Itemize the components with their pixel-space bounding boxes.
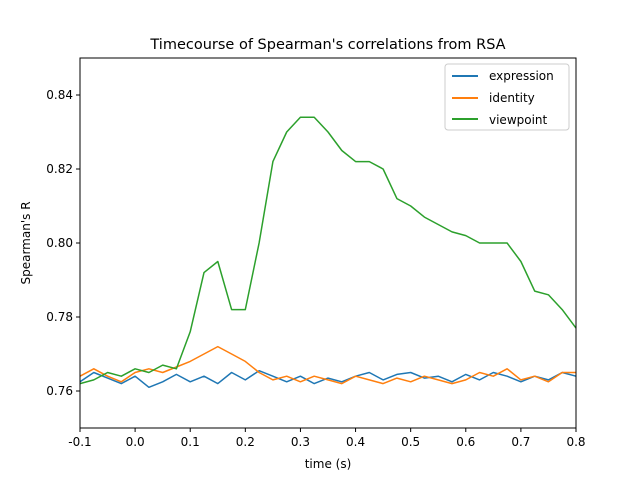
chart-title: Timecourse of Spearman's correlations fr…: [149, 37, 505, 53]
legend-box: [444, 63, 570, 131]
legend-label-expression: expression: [489, 69, 554, 83]
legend: expression identity viewpoint: [444, 63, 570, 131]
series-line-expression: [79, 369, 577, 389]
x-ticks: -0.1 0.0 0.1 0.2 0.3 0.4 0.5 0.6 0.7 0.8: [68, 428, 586, 449]
y-ticks: 0.76 0.78 0.80 0.82 0.84: [46, 88, 80, 398]
x-tick-label: 0.4: [346, 435, 365, 449]
x-tick-label: 0.0: [126, 435, 145, 449]
x-tick-label: 0.2: [236, 435, 255, 449]
x-tick-label: 0.8: [566, 435, 585, 449]
x-axis-label: time (s): [305, 457, 352, 471]
legend-label-identity: identity: [489, 91, 535, 105]
x-tick-label: 0.1: [181, 435, 200, 449]
y-tick-label: 0.84: [46, 88, 73, 102]
plot-lines: [79, 116, 577, 389]
x-tick-label: 0.5: [401, 435, 420, 449]
y-tick-label: 0.82: [46, 162, 73, 176]
y-tick-label: 0.76: [46, 384, 73, 398]
x-tick-label: 0.6: [456, 435, 475, 449]
x-tick-label: 0.7: [511, 435, 530, 449]
legend-label-viewpoint: viewpoint: [489, 113, 548, 127]
x-tick-label: 0.3: [291, 435, 310, 449]
y-axis-label: Spearman's R: [19, 201, 33, 284]
x-tick-label: -0.1: [68, 435, 91, 449]
series-line-identity: [79, 345, 576, 385]
series-line-viewpoint: [79, 116, 577, 385]
y-tick-label: 0.80: [46, 236, 73, 250]
y-tick-label: 0.78: [46, 310, 73, 324]
